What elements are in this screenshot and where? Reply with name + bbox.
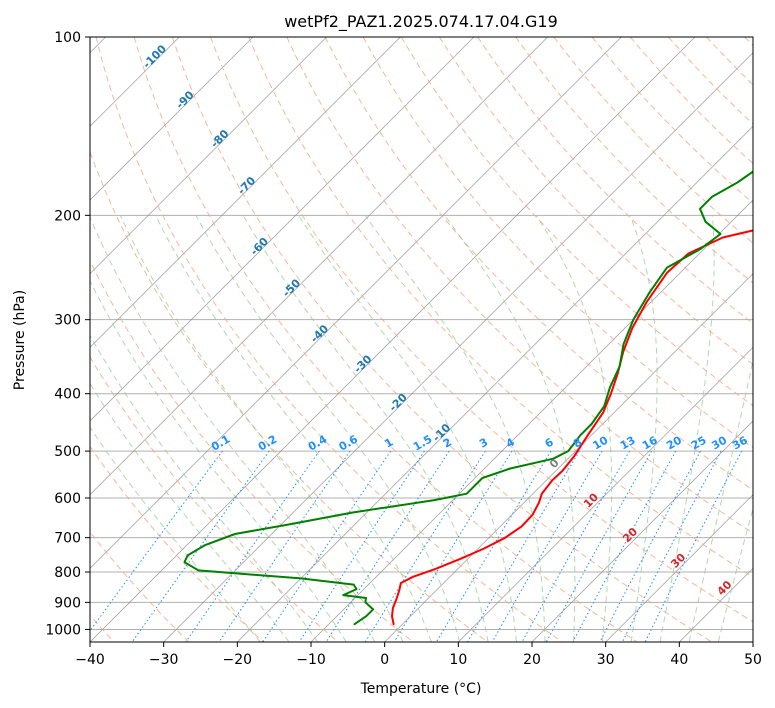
mixing-ratio-line [131, 450, 270, 642]
moist-adiabat-line [659, 215, 715, 642]
x-tick-label: 0 [380, 652, 389, 668]
mixing-ratio-line [621, 450, 722, 642]
y-tick-label: 600 [54, 491, 81, 507]
isotherm-line [90, 37, 401, 348]
y-tick-label: 1000 [45, 622, 81, 638]
isotherm-line [90, 37, 475, 422]
x-tick-label: −40 [75, 652, 105, 668]
x-tick-label: −30 [149, 652, 179, 668]
moist-adiabat-line [364, 215, 546, 642]
dry-adiabat-line [324, 37, 753, 491]
mixing-ratio-line [185, 450, 320, 642]
isotherm-line [384, 273, 753, 642]
mixing-ratio-line [218, 450, 351, 642]
moist-adiabat-line [629, 215, 658, 642]
y-tick-label: 500 [54, 444, 81, 460]
mixing-ratio-line [435, 450, 552, 642]
series-layer [183, 170, 753, 626]
mixing-ratio-line [393, 450, 513, 642]
y-axis-label: Pressure (hPa) [12, 290, 28, 390]
dry-adiabat-line [90, 445, 264, 642]
dry-adiabat-line [400, 37, 753, 407]
isotherm-line [163, 52, 753, 642]
mixing-ratio-line [599, 450, 701, 642]
isotherm-line [90, 37, 327, 275]
y-tick-label: 200 [54, 208, 81, 224]
isotherm-line [605, 494, 753, 642]
moist-adiabat-line [90, 215, 376, 642]
x-tick-label: −20 [223, 652, 253, 668]
mixing-ratio-line [545, 450, 653, 642]
dry-adiabat-line [210, 37, 753, 623]
y-tick-label: 100 [54, 30, 81, 46]
mixing-ratio-line [572, 450, 677, 642]
temperature-profile-line [391, 229, 753, 626]
dry-adiabat-line [362, 37, 753, 449]
x-tick-label: 30 [597, 652, 615, 668]
grid-layer [90, 37, 753, 642]
dry-adiabat-line [90, 259, 414, 642]
moist-adiabat-line [90, 426, 261, 642]
axes: −40 −30 −20 −10 0 10 20 30 40 50 1000 900 800 700 600 5… [45, 30, 762, 668]
dry-adiabat-line [95, 37, 563, 642]
mixing-ratio-line [491, 450, 603, 642]
y-tick-label: 800 [54, 565, 81, 581]
x-tick-label: 40 [670, 652, 688, 668]
mixing-ratio-line [467, 450, 580, 642]
moist-adiabat-line [444, 215, 576, 642]
dry-adiabat-line [438, 37, 753, 365]
isotherm-line [90, 37, 548, 496]
isotherm-line [531, 420, 753, 642]
x-tick-label: −10 [296, 652, 326, 668]
dry-adiabat-line [171, 37, 712, 642]
dry-adiabat-line [553, 37, 753, 244]
dry-adiabat-line [90, 355, 339, 642]
x-tick-label: 50 [744, 652, 762, 668]
moist-adiabat-line [119, 215, 404, 642]
mixing-ratio-line [521, 450, 630, 642]
isotherm-line [90, 37, 254, 201]
isotherm-line [458, 346, 753, 642]
moist-adiabat-line [298, 215, 517, 642]
mixing-ratio-line [364, 450, 486, 642]
chart-title: wetPf2_PAZ1.2025.074.17.04.G19 [284, 12, 558, 32]
isotherm-line [90, 37, 696, 642]
y-tick-label: 300 [54, 313, 81, 329]
moist-adiabat-line [90, 334, 319, 642]
dewpoint-profile-line [183, 170, 753, 626]
moist-adiabat-line [155, 215, 432, 642]
isotherm-line [237, 125, 753, 642]
plot-frame [89, 36, 754, 643]
moist-adiabat-line [90, 382, 290, 642]
y-tick-label: 900 [54, 595, 81, 611]
x-tick-label: 10 [449, 652, 467, 668]
dry-adiabat-line [286, 37, 753, 534]
isotherm-line [90, 37, 622, 569]
dry-adiabat-line [591, 37, 753, 204]
y-tick-label: 700 [54, 531, 81, 547]
moist-adiabat-line [535, 215, 613, 642]
y-tick-label: 400 [54, 387, 81, 403]
x-axis-label: Temperature (°C) [360, 681, 482, 697]
moist-adiabat-line [195, 215, 461, 642]
x-tick-label: 20 [523, 652, 541, 668]
dry-adiabat-line [248, 37, 753, 578]
